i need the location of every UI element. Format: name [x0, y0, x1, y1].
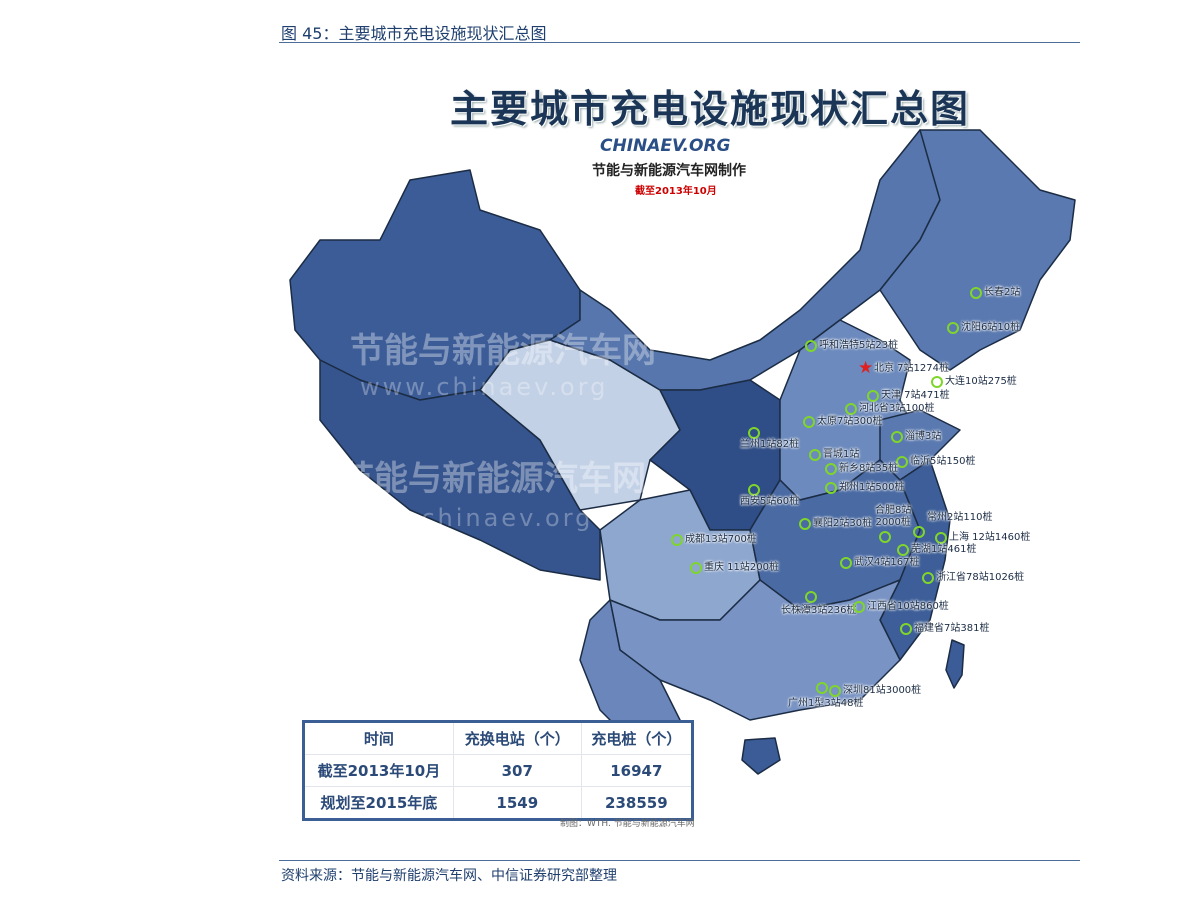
- cell: 1549: [453, 786, 582, 820]
- table-row: 规划至2015年底 1549 238559: [303, 786, 694, 820]
- station-circle-icon: [897, 544, 909, 556]
- station-circle-icon: [840, 557, 852, 569]
- station-circle-icon: [879, 531, 891, 543]
- station-circle-icon: [799, 518, 811, 530]
- station-circle-icon: [845, 403, 857, 415]
- station-circle-icon: [825, 482, 837, 494]
- region-east-coast: [879, 459, 951, 661]
- city-label: 重庆 11站200桩: [704, 562, 779, 573]
- figure-caption: 图 45：主要城市充电设施现状汇总图: [281, 24, 547, 43]
- city-label: 深圳81站3000桩: [843, 685, 922, 696]
- chinaev-logo: CHINAEV.ORG: [600, 136, 731, 156]
- watermark-text: 节能与新能源汽车网: [340, 459, 646, 499]
- cell: 238559: [581, 786, 694, 820]
- city-label: 襄阳2站30桩: [813, 518, 873, 529]
- charging-map-figure: 节能与新能源汽车网 www.chinaev.org 节能与新能源汽车网 www.…: [280, 60, 1080, 840]
- station-circle-icon: [803, 416, 815, 428]
- city-label: 郑州1站500桩: [839, 482, 905, 493]
- city-label: 常州2站110桩: [927, 512, 993, 523]
- city-label: 呼和浩特5站23桩: [819, 340, 899, 351]
- region-hainan: [741, 737, 781, 775]
- station-circle-icon: [805, 591, 817, 603]
- city-label: 新乡8站35桩: [839, 463, 899, 474]
- city-label: 合肥8站 2000桩: [875, 505, 912, 528]
- cell: 307: [453, 754, 582, 787]
- table-header-row: 时间 充换电站（个） 充电桩（个）: [303, 721, 694, 755]
- station-circle-icon: [867, 390, 879, 402]
- station-circle-icon: [913, 526, 925, 538]
- station-circle-icon: [825, 463, 837, 475]
- city-label: 兰州1站82桩: [740, 439, 800, 450]
- city-label: 河北省3站100桩: [859, 403, 935, 414]
- region-taiwan: [945, 639, 965, 689]
- city-label: 上海 12站1460桩: [949, 532, 1031, 543]
- watermark-url: www.chinaev.org: [345, 504, 594, 532]
- table-row: 截至2013年10月 307 16947: [303, 754, 694, 787]
- station-circle-icon: [891, 431, 903, 443]
- region-tibet: [319, 359, 601, 581]
- station-circle-icon: [805, 340, 817, 352]
- station-circle-icon: [748, 427, 760, 439]
- china-map: [289, 129, 1076, 775]
- city-label: 淄博3站: [905, 431, 942, 442]
- top-rule: [279, 42, 1080, 43]
- city-label: 成都13站700桩: [685, 534, 757, 545]
- cell: 16947: [581, 754, 694, 787]
- city-label: 天津 7站471桩: [881, 390, 950, 401]
- source-note: 资料来源：节能与新能源汽车网、中信证券研究部整理: [281, 868, 617, 884]
- city-label: 浙江省78站1026桩: [936, 572, 1025, 583]
- city-label: 太原7站300桩: [817, 416, 883, 427]
- city-label: 福建省7站381桩: [914, 623, 990, 634]
- station-circle-icon: [922, 572, 934, 584]
- station-circle-icon: [816, 682, 828, 694]
- city-label: 北京 7站1274桩: [874, 363, 949, 374]
- city-label: 西安5站60桩: [740, 496, 800, 507]
- city-label: 沈阳6站10桩: [961, 322, 1021, 333]
- city-label: 长春2站: [984, 287, 1021, 298]
- station-circle-icon: [829, 685, 841, 697]
- station-circle-icon: [896, 456, 908, 468]
- bottom-rule: [279, 860, 1080, 861]
- region-northeast: [879, 129, 1076, 371]
- city-label: 晋城1站: [823, 449, 860, 460]
- city-label: 广州1型3站48桩: [788, 698, 864, 709]
- station-circle-icon: [947, 322, 959, 334]
- map-credit: 制图：WTH. 节能与新能源汽车网: [560, 819, 695, 829]
- header-cell: 充电桩（个）: [581, 721, 694, 755]
- station-circle-icon: [748, 484, 760, 496]
- station-circle-icon: [809, 449, 821, 461]
- header-cell: 充换电站（个）: [453, 721, 582, 755]
- cell: 规划至2015年底: [303, 786, 454, 820]
- city-label: 临沂5站150桩: [910, 456, 976, 467]
- cell: 截至2013年10月: [303, 754, 454, 787]
- station-circle-icon: [970, 287, 982, 299]
- as-of-date: 截至2013年10月: [635, 186, 717, 197]
- city-label: 江西省10站860桩: [867, 601, 949, 612]
- header-cell: 时间: [303, 721, 454, 755]
- station-circle-icon: [900, 623, 912, 635]
- map-title: 主要城市充电设施现状汇总图: [450, 87, 971, 131]
- city-label: 长株潭3站236桩: [781, 605, 857, 616]
- watermark-url: www.chinaev.org: [360, 373, 609, 401]
- city-label: 芜湖1站461桩: [911, 544, 977, 555]
- city-label: 大连10站275桩: [945, 376, 1017, 387]
- station-circle-icon: [690, 562, 702, 574]
- city-label: 武汉4站167桩: [854, 557, 920, 568]
- station-circle-icon: [931, 376, 943, 388]
- summary-table: 时间 充换电站（个） 充电桩（个） 截至2013年10月 307 16947 规…: [302, 720, 694, 821]
- station-circle-icon: [853, 601, 865, 613]
- station-circle-icon: [935, 532, 947, 544]
- watermark-text: 节能与新能源汽车网: [350, 331, 656, 371]
- station-circle-icon: [671, 534, 683, 546]
- producer-label: 节能与新能源汽车网制作: [592, 163, 746, 179]
- capital-star-icon: ★: [858, 358, 874, 378]
